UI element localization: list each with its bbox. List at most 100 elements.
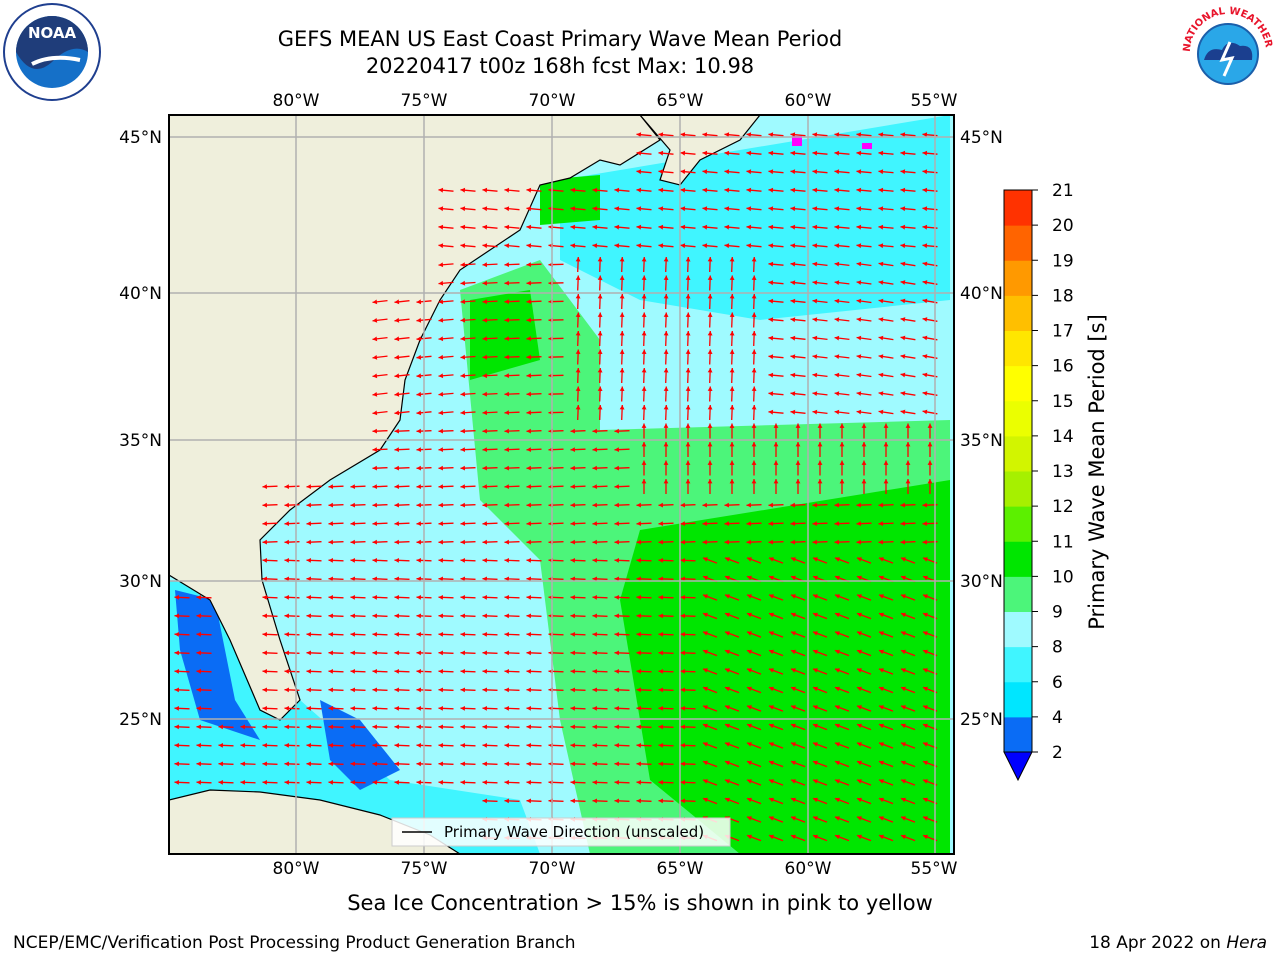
- wave-arrow-head: [680, 576, 685, 582]
- wave-arrow-head: [614, 687, 619, 693]
- wave-arrow-head: [641, 349, 647, 354]
- wave-arrow-head: [878, 298, 884, 304]
- wave-arrow-head: [927, 423, 933, 428]
- wave-arrow-head: [504, 743, 509, 748]
- wave-arrow-head: [284, 724, 289, 730]
- wave-arrow-head: [878, 169, 884, 175]
- colorbar-tick-label: 6: [1052, 673, 1063, 693]
- wave-arrow-head: [812, 354, 818, 359]
- wave-arrow-head: [174, 613, 179, 619]
- wave-arrow-head: [328, 724, 333, 730]
- noaa-logo-icon: NOAA: [2, 2, 102, 106]
- colorbar-tick-label: 2: [1052, 743, 1063, 763]
- wave-arrow-head: [791, 797, 796, 803]
- wave-arrow-head: [658, 206, 664, 212]
- wave-arrow-head: [834, 521, 839, 526]
- wave-arrow-head: [790, 317, 796, 323]
- wave-arrow-head: [394, 576, 399, 582]
- wave-arrow-head: [834, 187, 840, 193]
- wave-arrow-head: [747, 686, 752, 692]
- wave-arrow-head: [196, 669, 201, 674]
- wave-arrow-head: [703, 612, 708, 618]
- wave-arrow-head: [856, 206, 862, 212]
- wave-arrow-head: [328, 761, 333, 767]
- wave-arrow-head: [747, 705, 752, 710]
- wave-arrow-head: [636, 187, 642, 193]
- wave-arrow-head: [751, 275, 757, 280]
- wave-arrow-head: [416, 761, 421, 767]
- wave-arrow-head: [813, 816, 818, 821]
- wave-arrow-head: [747, 557, 752, 562]
- wave-arrow-head: [614, 743, 619, 748]
- wave-arrow-head: [834, 169, 840, 175]
- wave-arrow-head: [791, 594, 796, 599]
- wave-arrow-head: [482, 632, 487, 637]
- wave-arrow-head: [769, 649, 774, 655]
- wave-arrow-head: [795, 460, 801, 465]
- wave-arrow-head: [592, 632, 597, 637]
- wave-arrow-head: [482, 280, 487, 286]
- wave-arrow-head: [900, 317, 906, 322]
- colorbar-segment: [1004, 330, 1032, 367]
- wave-arrow-head: [438, 687, 443, 693]
- wave-arrow-head: [879, 594, 884, 599]
- wave-arrow-head: [751, 312, 757, 317]
- wave-arrow-head: [196, 743, 201, 748]
- wave-arrow-head: [927, 442, 933, 447]
- wave-arrow-head: [614, 428, 619, 434]
- wave-arrow-head: [438, 595, 443, 600]
- wave-arrow-head: [592, 706, 597, 711]
- wave-arrow-head: [703, 557, 708, 562]
- wave-arrow-head: [663, 386, 669, 391]
- wave-arrow-head: [526, 521, 531, 526]
- wave-arrow-head: [879, 760, 884, 766]
- wave-arrow-head: [769, 760, 774, 766]
- wave-arrow-head: [570, 613, 575, 619]
- wave-arrow-head: [328, 595, 333, 600]
- lon-label: 70°W: [529, 91, 576, 111]
- wave-arrow-head: [790, 169, 796, 175]
- wave-arrow-head: [878, 354, 884, 359]
- wave-arrow-head: [883, 460, 889, 465]
- wave-arrow-head: [790, 521, 795, 526]
- wave-arrow-head: [350, 521, 355, 526]
- wave-arrow-head: [812, 391, 818, 396]
- wave-arrow-head: [592, 502, 597, 508]
- wave-arrow-head: [526, 410, 531, 415]
- wave-arrow-head: [724, 187, 730, 193]
- wave-arrow-head: [658, 243, 664, 249]
- wave-arrow-head: [923, 834, 928, 840]
- wave-arrow-head: [901, 723, 906, 729]
- wave-arrow-head: [769, 834, 774, 840]
- wave-arrow-head: [570, 724, 575, 730]
- wave-arrow-head: [328, 780, 333, 785]
- wave-arrow-head: [835, 797, 840, 803]
- wave-arrow-head: [857, 631, 862, 636]
- colorbar-segment: [1004, 400, 1032, 437]
- wave-arrow-head: [306, 558, 311, 563]
- lat-labels-right: 45°N 40°N 35°N 30°N 25°N: [960, 128, 1003, 730]
- wave-arrow-head: [707, 294, 713, 299]
- wave-arrow-head: [747, 631, 752, 636]
- wave-arrow-head: [812, 243, 818, 249]
- wave-arrow-head: [790, 132, 796, 138]
- wave-arrow-head: [438, 780, 443, 785]
- wave-arrow-head: [394, 669, 399, 674]
- wave-arrow-head: [812, 206, 818, 212]
- wave-arrow-head: [570, 780, 575, 785]
- wave-arrow-head: [856, 372, 862, 378]
- wave-arrow-head: [240, 780, 245, 785]
- wave-arrow-head: [416, 336, 422, 342]
- wave-arrow-head: [460, 558, 465, 563]
- wave-arrow-head: [922, 354, 928, 359]
- wave-arrow-head: [747, 723, 752, 729]
- wave-arrow-head: [394, 391, 400, 397]
- wave-arrow-head: [746, 243, 752, 249]
- wave-arrow-head: [460, 706, 465, 711]
- wave-arrow-head: [658, 687, 663, 693]
- wave-arrow-head: [879, 631, 884, 636]
- wave-arrow-head: [570, 465, 575, 471]
- wave-arrow-head: [812, 521, 817, 526]
- wave-arrow-head: [575, 294, 581, 299]
- wave-arrow-head: [636, 206, 642, 212]
